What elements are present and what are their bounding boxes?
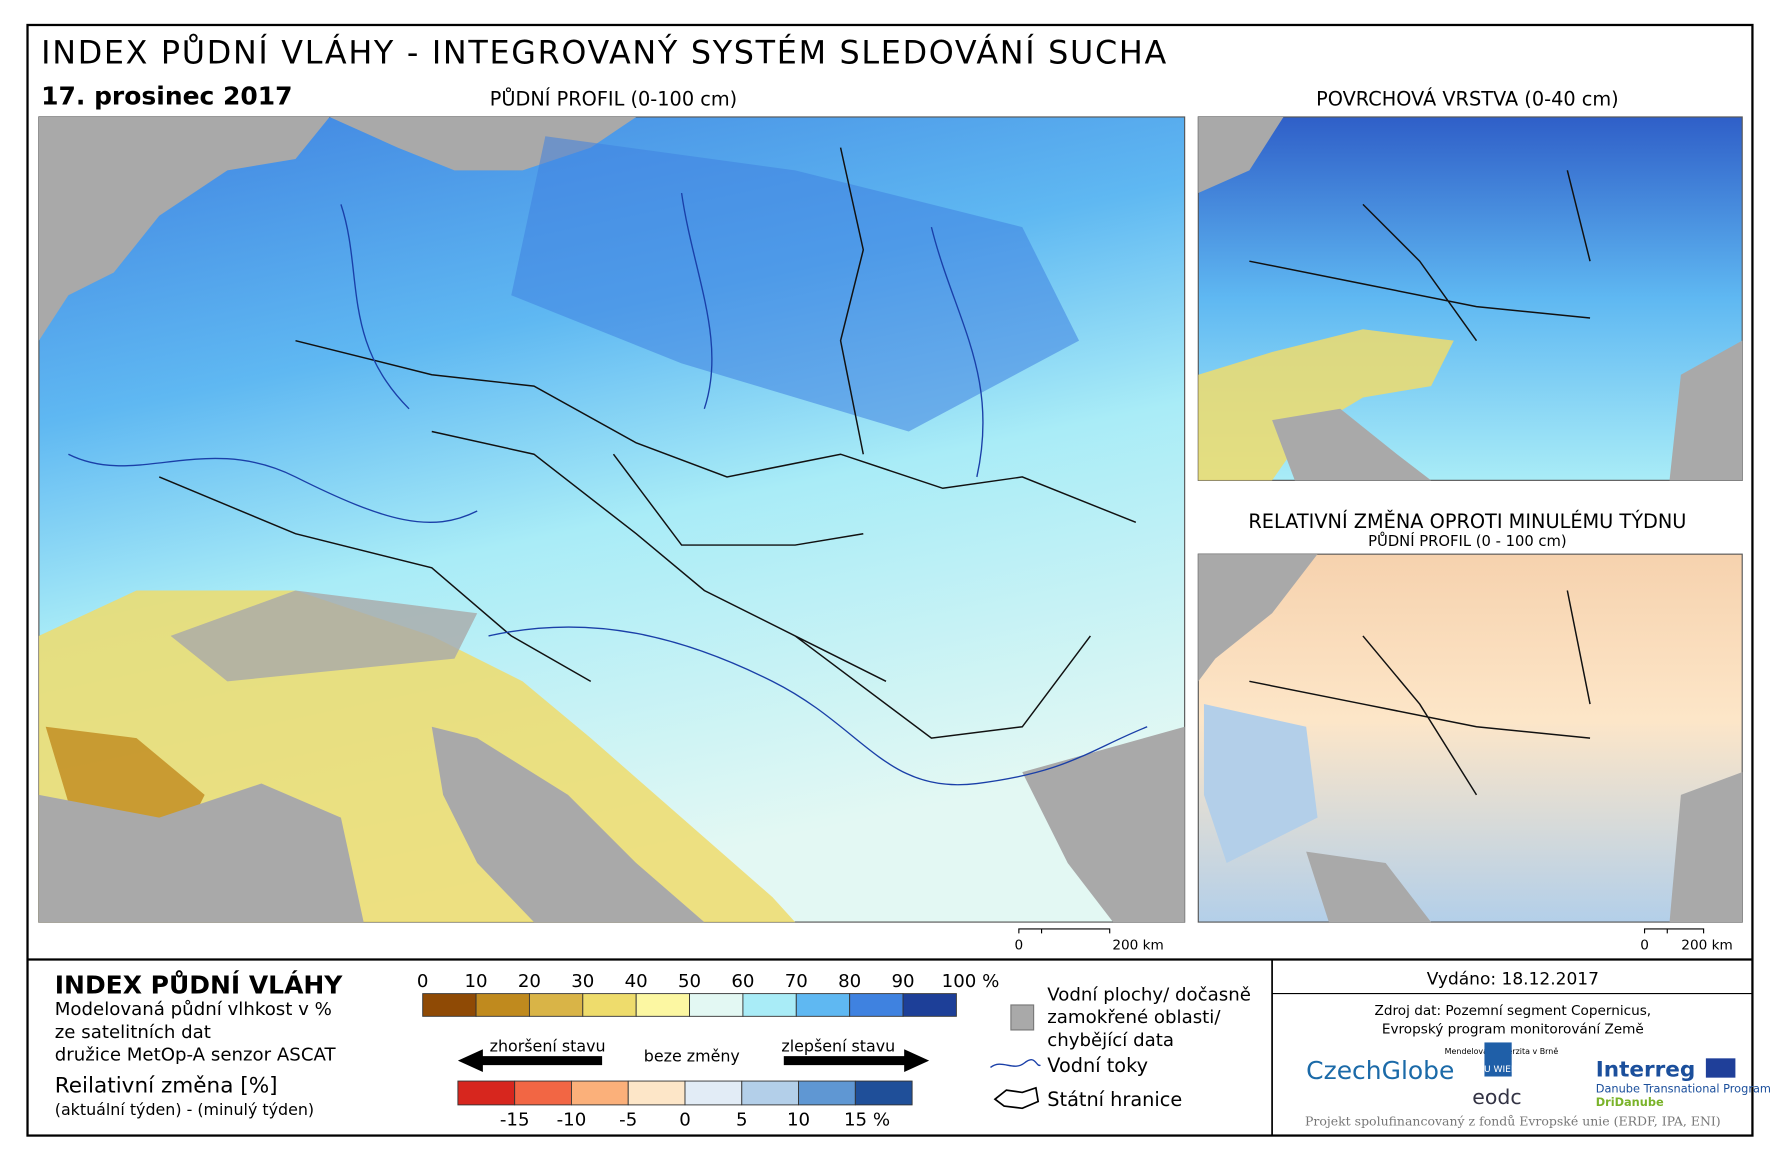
legend-description: ze satelitních dat bbox=[55, 1022, 211, 1043]
swatch bbox=[570, 1080, 629, 1106]
swatch bbox=[742, 993, 797, 1017]
swatch bbox=[849, 993, 904, 1017]
scale-label: -10 bbox=[557, 1109, 587, 1130]
legend-description: Modelovaná půdní vlhkost v % bbox=[55, 999, 332, 1020]
arrow-left bbox=[457, 1049, 603, 1072]
scale-label: 80 bbox=[838, 971, 861, 992]
swatch bbox=[741, 1080, 800, 1106]
scale-label: 0 bbox=[679, 1109, 691, 1130]
scale-label: 50 bbox=[678, 971, 701, 992]
scale-label: 70 bbox=[785, 971, 808, 992]
scale-label: 30 bbox=[571, 971, 594, 992]
swatch bbox=[902, 993, 957, 1017]
logo-czechglobe: CzechGlobe bbox=[1306, 1056, 1454, 1085]
swatch bbox=[627, 1080, 686, 1106]
scale-label: 20 bbox=[518, 971, 541, 992]
tuwien-box bbox=[1484, 1042, 1512, 1077]
swatch bbox=[457, 1080, 516, 1106]
main-map: 0 200 km bbox=[38, 116, 1186, 953]
symbol-label: Vodní plochy/ dočasně bbox=[1047, 984, 1251, 1005]
swatch bbox=[798, 1080, 856, 1106]
change-map-title: RELATIVNÍ ZMĚNA OPROTI MINULÉMU TÝDNU bbox=[1248, 510, 1686, 533]
surface-map-title: POVRCHOVÁ VRSTVA (0-40 cm) bbox=[1316, 88, 1619, 111]
scale-label: 10 bbox=[465, 971, 488, 992]
scale-label: 100 % bbox=[942, 971, 1000, 992]
scale-label: 60 bbox=[731, 971, 754, 992]
symbol-label: Státní hranice bbox=[1047, 1088, 1182, 1111]
source: Evropský program monitorování Země bbox=[1382, 1021, 1644, 1037]
swatch bbox=[422, 993, 477, 1017]
credits: Vydáno: 18.12.2017 Zdroj dat: Pozemní se… bbox=[1305, 970, 1772, 1129]
legend-description: družice MetOp-A senzor ASCAT bbox=[55, 1045, 337, 1066]
swatch bbox=[795, 993, 851, 1017]
logo-dridanube: DriDanube bbox=[1596, 1095, 1664, 1109]
symbol-label: chybějící data bbox=[1047, 1030, 1174, 1051]
logo-eodc: eodc bbox=[1472, 1085, 1521, 1109]
scale-label: 0 bbox=[417, 971, 429, 992]
scale-label: 40 bbox=[625, 971, 648, 992]
legend: INDEX PŮDNÍ VLÁHY Modelovaná půdní vlhko… bbox=[55, 970, 1251, 1131]
swatch bbox=[582, 993, 637, 1017]
better-label: zlepšení stavu bbox=[781, 1037, 895, 1056]
scale-label: -15 bbox=[500, 1109, 530, 1130]
change-scale-bar: 0 200 km bbox=[1640, 928, 1733, 953]
swatch bbox=[689, 993, 744, 1017]
swatch bbox=[475, 993, 530, 1017]
change-description: (aktuální týden) - (minulý týden) bbox=[55, 1100, 314, 1119]
issued: Vydáno: 18.12.2017 bbox=[1427, 970, 1599, 990]
scale-label: 0 bbox=[1015, 937, 1024, 953]
moisture-colorbar: 0 10 20 30 40 50 60 70 80 90 100 % bbox=[417, 971, 999, 1017]
water-symbol bbox=[1010, 1004, 1035, 1031]
change-colorbar: -15 -10 -5 0 5 10 15 % bbox=[457, 1080, 913, 1130]
change-map-subtitle: PŮDNÍ PROFIL (0 - 100 cm) bbox=[1368, 532, 1567, 550]
scale-label: 90 bbox=[891, 971, 914, 992]
swatch bbox=[528, 993, 584, 1017]
symbol-label: zamokřené oblasti/ bbox=[1047, 1007, 1221, 1028]
scale-label: 200 km bbox=[1112, 937, 1163, 953]
scale-label: 5 bbox=[736, 1109, 748, 1130]
arrow-right bbox=[783, 1049, 930, 1072]
scale-label: 0 bbox=[1640, 937, 1649, 953]
scale-label: 10 bbox=[787, 1109, 810, 1130]
source: Zdroj dat: Pozemní segment Copernicus, bbox=[1375, 1003, 1652, 1019]
logo-interreg: Interreg bbox=[1596, 1058, 1696, 1083]
surface-map bbox=[1197, 116, 1743, 481]
river-symbol bbox=[990, 1059, 1041, 1068]
scale-label: -5 bbox=[619, 1109, 637, 1130]
change-title: Reilativní změna [%] bbox=[55, 1073, 278, 1098]
main-map-title: PŮDNÍ PROFIL (0-100 cm) bbox=[490, 87, 737, 111]
title: INDEX PŮDNÍ VLÁHY - INTEGROVANÝ SYSTÉM S… bbox=[41, 34, 1168, 72]
worse-label: zhoršení stavu bbox=[490, 1037, 606, 1056]
swatch bbox=[635, 993, 691, 1017]
main-scale-bar: 0 200 km bbox=[1015, 928, 1164, 953]
border-symbol bbox=[993, 1086, 1040, 1110]
scale-label: 200 km bbox=[1681, 937, 1732, 953]
logo-programme: Danube Transnational Programme bbox=[1596, 1081, 1772, 1095]
change-map: 0 200 km bbox=[1197, 553, 1743, 953]
swatch bbox=[854, 1080, 913, 1106]
funding: Projekt spolufinancovaný z fondů Evropsk… bbox=[1305, 1113, 1721, 1128]
legend-title: INDEX PŮDNÍ VLÁHY bbox=[55, 970, 344, 1000]
date: 17. prosinec 2017 bbox=[41, 81, 292, 110]
swatch bbox=[684, 1080, 743, 1106]
scale-label: 15 % bbox=[844, 1109, 890, 1130]
eu-flag bbox=[1705, 1058, 1736, 1078]
same-label: beze změny bbox=[644, 1047, 740, 1066]
symbol-label: Vodní toky bbox=[1047, 1054, 1148, 1077]
swatch bbox=[514, 1080, 572, 1106]
logo-tuwien: TU WIEN bbox=[1477, 1065, 1517, 1075]
